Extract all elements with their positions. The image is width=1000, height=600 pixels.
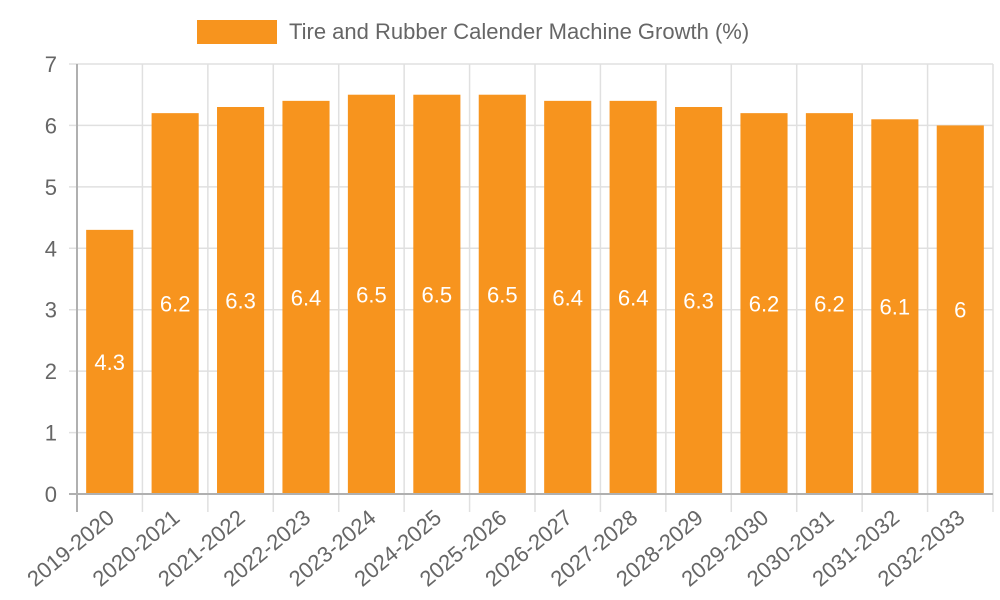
- bar: [151, 113, 199, 495]
- y-axis-labels: 0 1 2 3 4 5 6 7: [45, 52, 57, 507]
- data-label: 6: [954, 298, 966, 323]
- y-tick-label: 0: [45, 482, 57, 507]
- bar: [936, 125, 984, 494]
- data-label: 6.5: [356, 282, 387, 307]
- data-label: 6.2: [160, 292, 191, 317]
- data-label: 6.2: [749, 292, 780, 317]
- axes: [69, 64, 993, 512]
- bar: [871, 119, 919, 495]
- bar: [282, 100, 330, 494]
- bar: [478, 94, 526, 494]
- bar: [609, 100, 657, 494]
- legend-swatch: [197, 20, 277, 44]
- bar: [805, 113, 853, 495]
- y-tick-label: 7: [45, 52, 57, 77]
- data-label: 6.4: [552, 285, 583, 310]
- y-tick-label: 1: [45, 421, 57, 446]
- bar: [675, 107, 723, 494]
- legend-label: Tire and Rubber Calender Machine Growth …: [289, 19, 750, 44]
- data-label: 6.5: [487, 282, 518, 307]
- bar: [347, 94, 395, 494]
- data-label: 6.4: [618, 285, 649, 310]
- data-label: 4.3: [94, 350, 125, 375]
- bar-series: [86, 94, 984, 495]
- bar: [413, 94, 461, 494]
- bar: [217, 107, 265, 494]
- chart-legend[interactable]: Tire and Rubber Calender Machine Growth …: [197, 19, 749, 45]
- y-tick-label: 4: [45, 236, 57, 261]
- grid-lines: [69, 63, 994, 512]
- data-label: 6.5: [422, 282, 453, 307]
- x-axis-labels: 2019-20202020-20212021-20222022-20232023…: [22, 505, 969, 592]
- y-tick-label: 5: [45, 175, 57, 200]
- bar: [544, 100, 592, 494]
- bar: [740, 113, 788, 495]
- data-label: 6.3: [225, 289, 256, 314]
- data-label: 6.3: [683, 289, 714, 314]
- y-tick-label: 6: [45, 113, 57, 138]
- y-tick-label: 3: [45, 298, 57, 323]
- data-labels: 4.3 6.2 6.3 6.4 6.5 6.5 6.5 6.4 6.4 6.3 6.2 6.2 6.1 6: [94, 282, 966, 375]
- data-label: 6.2: [814, 292, 845, 317]
- data-label: 6.1: [880, 295, 911, 320]
- bar: [86, 229, 134, 494]
- y-tick-label: 2: [45, 359, 57, 384]
- data-label: 6.4: [291, 285, 322, 310]
